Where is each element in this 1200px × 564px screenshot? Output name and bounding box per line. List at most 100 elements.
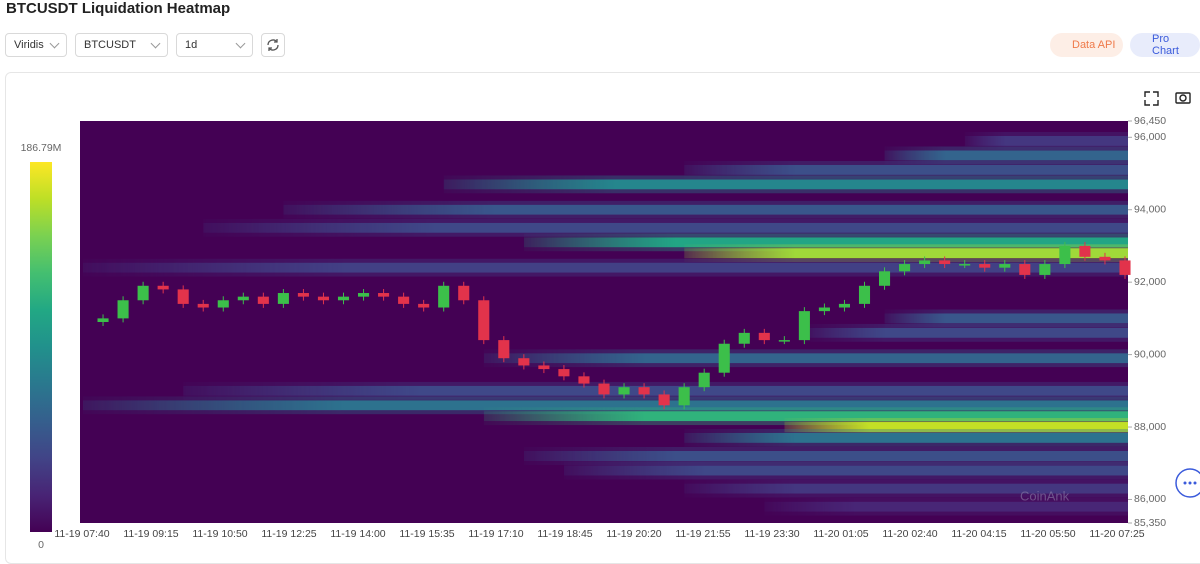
toolbar-icons [1144,91,1191,106]
x-tick-label: 11-19 17:10 [468,528,523,540]
candle [1019,264,1031,275]
candle [698,372,710,388]
y-tick-label: 94,000 [1134,204,1166,216]
liquidation-level [684,483,1128,494]
title: BTCUSDT Liquidation Heatmap [6,0,231,17]
x-tick-label: 11-19 15:35 [399,528,454,540]
candle [337,296,350,301]
candle [297,293,309,297]
x-tick-label: 11-19 10:50 [192,528,247,540]
liquidation-level [443,179,1128,190]
candle [438,285,450,308]
x-tick-label: 11-20 01:05 [813,528,868,540]
colorbar [30,162,52,532]
candle [979,264,991,268]
candle [598,383,610,395]
y-tick-label: 96,000 [1134,131,1166,143]
liquidation-level [884,150,1128,161]
colorbar-label: 186.79M [21,142,62,154]
x-tick-label: 11-20 05:50 [1020,528,1075,540]
candle [658,394,670,406]
candle [858,285,871,304]
liquidation-level [483,353,1128,364]
candle [237,296,249,301]
liquidation-level [483,411,1128,422]
candle [418,303,430,308]
candle [518,358,530,366]
liquidation-level [884,313,1128,324]
candle [398,296,410,304]
x-tick-label: 11-19 07:40 [54,528,109,540]
candle [538,365,550,370]
x-tick-label: 11-19 14:00 [330,528,385,540]
candle [1059,245,1071,265]
symbol-select[interactable]: BTCUSDT [75,33,168,57]
candle [498,340,510,359]
liquidation-level [83,262,1128,273]
candle [117,300,129,319]
candle [458,285,470,301]
liquidation-level [684,432,1128,443]
candle [177,289,189,304]
x-tick-label: 11-20 04:15 [951,528,1006,540]
refresh-button[interactable] [261,33,285,57]
x-tick-label: 11-19 21:55 [675,528,730,540]
candle [818,307,830,312]
candle [1079,245,1091,257]
liquidation-level [183,385,1128,396]
liquidation-level [83,400,1128,411]
y-tick-label: 86,000 [1134,493,1166,505]
candle [919,260,931,265]
chart: CoinAnk 96,450 96,000 94,000 92,000 90,000 88,… [21,91,1200,550]
pro-chart-button[interactable]: Pro Chart [1130,33,1200,57]
candle [758,332,770,341]
y-tick-label: 90,000 [1134,348,1166,360]
candle [1039,264,1051,275]
candle [277,293,289,304]
x-tick-label: 11-19 18:45 [537,528,592,540]
x-tick-label: 11-19 12:25 [261,528,316,540]
liquidation-level [523,237,1128,248]
candle [718,343,730,373]
page: {"header": {"title": "BTCUSDT Liquidatio… [0,0,1200,550]
liquidation-level [283,204,1128,215]
liquidation-level [684,248,1128,259]
y-tick-label: 88,000 [1134,421,1166,433]
candle [317,296,330,301]
candle [478,300,490,341]
data-api-button[interactable]: Data API [1050,33,1124,57]
liquidation-level [964,135,1128,146]
x-tick-label: 11-19 20:20 [606,528,661,540]
liquidation-level [523,451,1128,461]
candle [1099,256,1111,261]
chat-button[interactable] [1175,468,1200,498]
candle [939,260,951,265]
candle [197,303,209,308]
x-tick-label: 11-19 09:15 [123,528,178,540]
candle [357,293,370,297]
y-tick-label: 96,450 [1134,115,1166,127]
candle [678,387,690,406]
candle [878,271,891,286]
candle [378,293,390,297]
candle [738,332,750,344]
candle [899,264,911,272]
y-tick-label: 85,350 [1134,517,1166,529]
candle [157,285,169,290]
candle [638,387,650,395]
liquidation-level [804,327,1128,338]
candle [999,264,1011,268]
range-select[interactable]: 1d [176,33,253,57]
candle [798,311,810,341]
candle [558,369,570,377]
colorbar-label: 0 [38,539,44,550]
candle [217,300,229,308]
x-tick-label: 11-19 23:30 [744,528,799,540]
palette-select[interactable]: Viridis [5,33,67,57]
candle [578,376,590,384]
candle [1119,260,1131,275]
liquidation-level [764,501,1128,512]
liquidation-level [784,422,1128,433]
candle [618,387,630,395]
liquidation-level [684,164,1128,175]
